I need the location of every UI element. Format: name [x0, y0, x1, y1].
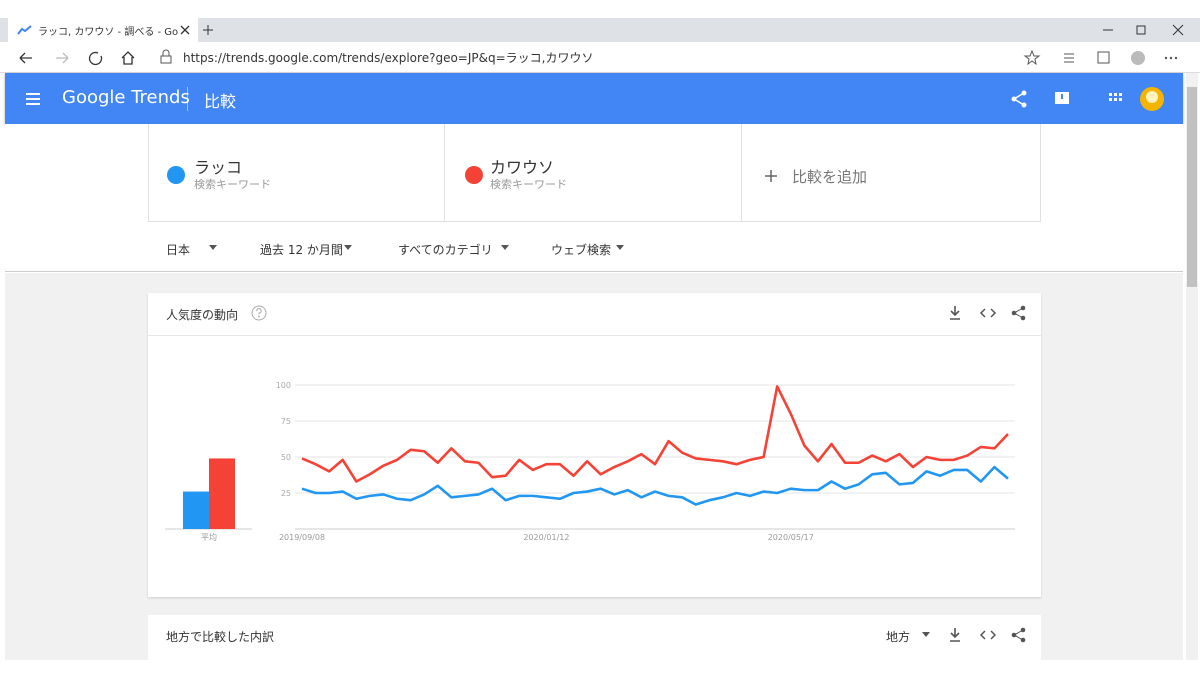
- scroll-thumb[interactable]: [1187, 87, 1197, 287]
- filter[interactable]: ウェブ検索: [551, 243, 612, 257]
- term-type: 検索キーワード: [194, 178, 271, 191]
- average-bar: [209, 458, 235, 529]
- term-name: カワウソ: [490, 158, 555, 177]
- y-tick-label: 75: [281, 417, 291, 426]
- region-card: 地方で比較した内訳 地方: [148, 615, 1041, 660]
- card-title: 地方で比較した内訳: [166, 630, 275, 644]
- term-dot: [465, 166, 483, 184]
- add-term[interactable]: 比較を追加: [742, 124, 1041, 222]
- average-bar: [183, 491, 209, 529]
- average-label: 平均: [201, 532, 217, 542]
- filter[interactable]: 過去 12 か月間: [260, 243, 343, 257]
- card-divider: [148, 335, 1041, 336]
- filter-arrows: [209, 245, 624, 250]
- chart: 25 50 75 100 2019/09/08 2020/01/12 2020/05/17 平…: [165, 381, 1015, 542]
- term-dot: [167, 166, 185, 184]
- app-header: Google Trends 比較: [5, 73, 1183, 124]
- compare-area: ラッコ 検索キーワード カワウソ 検索キーワード 比較を追加 日本 過去 12 …: [5, 124, 1183, 272]
- x-tick-label: 2020/05/17: [768, 533, 814, 542]
- trend-card: 人気度の動向 25 50 75 100 2019/09/08 2020/01/12 2020…: [148, 293, 1041, 597]
- help-icon[interactable]: [251, 305, 267, 321]
- y-tick-label: 100: [276, 381, 291, 390]
- filter[interactable]: 日本: [166, 243, 191, 257]
- new-tab[interactable]: [203, 25, 213, 35]
- nav-buttons[interactable]: [18, 50, 158, 66]
- card-tools[interactable]: [918, 627, 1048, 643]
- window-controls[interactable]: [1100, 24, 1190, 36]
- trend-line: [301, 465, 1009, 506]
- tab[interactable]: ラッコ, カワウソ - 調べる - Google Tr: [8, 18, 198, 42]
- address-bar: https://trends.google.com/trends/explore…: [0, 42, 1200, 73]
- x-tick-label: 2020/01/12: [523, 533, 569, 542]
- tab-close[interactable]: [180, 25, 190, 35]
- menu-icon[interactable]: [26, 93, 40, 105]
- browser-tools[interactable]: [1023, 49, 1184, 66]
- term-type: 検索キーワード: [490, 178, 567, 191]
- divider: [187, 87, 188, 111]
- y-tick-label: 50: [281, 453, 291, 462]
- region-filter[interactable]: 地方: [886, 630, 911, 644]
- card-title: 人気度の動向: [166, 308, 239, 322]
- trend-line: [301, 385, 1009, 483]
- tab-bar: [0, 18, 1200, 42]
- header-tools[interactable]: [1007, 86, 1167, 112]
- term-card[interactable]: ラッコ 検索キーワード: [148, 124, 445, 222]
- scrollbar[interactable]: [1186, 73, 1198, 660]
- card-tools[interactable]: [948, 305, 1038, 321]
- term-name: ラッコ: [194, 158, 243, 177]
- logo[interactable]: Google Trends: [62, 87, 190, 108]
- term-card[interactable]: カワウソ 検索キーワード: [445, 124, 742, 222]
- url[interactable]: https://trends.google.com/trends/explore…: [183, 51, 594, 65]
- y-tick-label: 25: [281, 489, 291, 498]
- tab-title: ラッコ, カワウソ - 調べる - Google Tr: [38, 27, 178, 38]
- add-term-label: 比較を追加: [792, 168, 868, 186]
- page-title: 比較: [204, 92, 237, 111]
- x-tick-label: 2019/09/08: [279, 533, 325, 542]
- plus-icon: [765, 170, 777, 182]
- favicon: [17, 25, 32, 35]
- lock-icon: [160, 49, 172, 64]
- filter[interactable]: すべてのカテゴリ: [398, 243, 493, 257]
